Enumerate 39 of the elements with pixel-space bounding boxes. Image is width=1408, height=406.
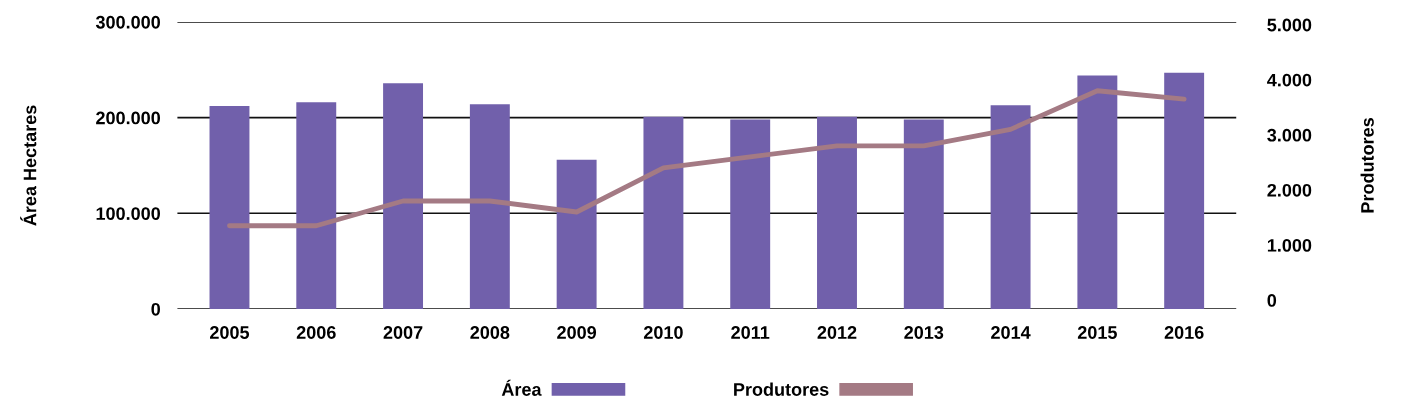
y-axis-title: Área Hectares [20, 105, 37, 226]
y-tick-label: 200.000 [96, 111, 161, 125]
line-series [227, 88, 1187, 229]
legend-label: Área [501, 379, 542, 396]
bar [730, 119, 771, 309]
y2-tick-label: 4.000 [1267, 73, 1312, 87]
x-tick-label: 2014 [991, 326, 1031, 339]
y2-tick-label: 1.000 [1267, 238, 1312, 252]
bar [296, 102, 337, 309]
x-tick-label: 2007 [383, 326, 423, 339]
legend-label: Produtores [734, 382, 829, 396]
x-tick-label: 2008 [470, 326, 510, 339]
x-tick-label: 2009 [557, 326, 597, 339]
bar [643, 116, 684, 309]
bar [903, 119, 944, 309]
bar [209, 106, 250, 309]
x-tick-label: 2011 [731, 326, 770, 339]
x-tick-label: 2006 [296, 326, 336, 339]
y-tick-label: 0 [151, 302, 160, 316]
x-tick-label: 2013 [904, 326, 944, 339]
bar [817, 116, 857, 309]
x-tick-label: 2010 [643, 326, 683, 339]
y2-axis-title: Produtores [1360, 118, 1374, 213]
bar [383, 83, 424, 309]
y-tick-label: 100.000 [96, 207, 161, 221]
bar [1077, 75, 1118, 309]
bar [556, 159, 597, 309]
x-tick-label: 2016 [1164, 326, 1204, 339]
y2-tick-label: 3.000 [1267, 128, 1312, 142]
bar [1164, 72, 1205, 309]
bar [469, 104, 510, 309]
y-tick-label: 300.000 [95, 15, 161, 29]
y2-tick-label: 5.000 [1267, 18, 1312, 32]
x-tick-label: 2012 [817, 326, 857, 339]
x-tick-label: 2015 [1077, 326, 1117, 339]
bar [990, 105, 1031, 309]
x-tick-label: 2005 [210, 326, 250, 339]
y2-tick-label: 0 [1267, 294, 1277, 307]
y2-tick-label: 2.000 [1267, 183, 1312, 197]
